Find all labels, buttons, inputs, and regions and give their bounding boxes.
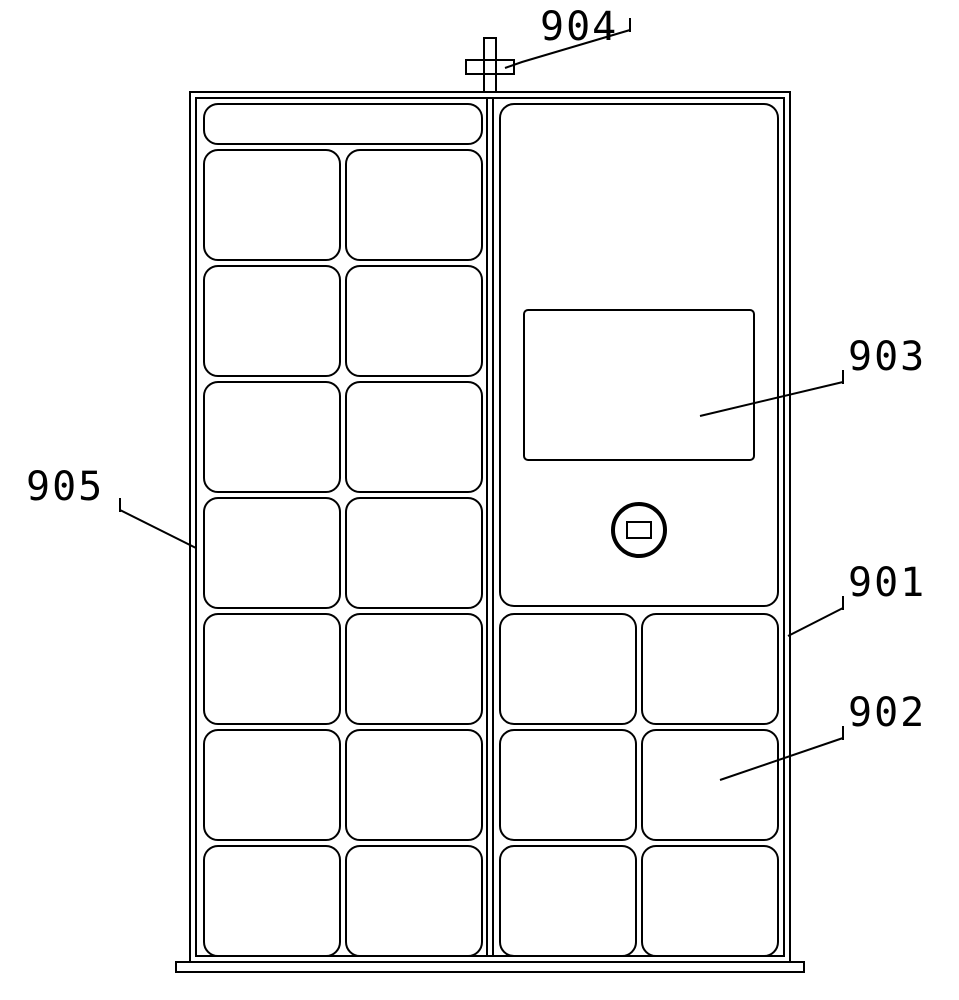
left-cell-r3-c1 [346,498,482,608]
cabinet-outer [190,92,790,962]
left-cell-r1-c1 [346,266,482,376]
right-cell-r1-c1 [642,730,778,840]
label-903: 903 [848,334,926,380]
left-cell-r2-c1 [346,382,482,492]
right-cell-r0-c0 [500,614,636,724]
label-904: 904 [540,4,618,50]
label-902: 902 [848,690,926,736]
dial-outer [613,504,665,556]
left-cell-r6-c0 [204,846,340,956]
left-cell-r4-c1 [346,614,482,724]
left-cell-r3-c0 [204,498,340,608]
left-cell-r0-c0 [204,150,340,260]
screen [524,310,754,460]
label-905: 905 [26,464,104,510]
leader-903 [700,382,843,416]
leader-905 [120,510,196,548]
left-cell-r1-c0 [204,266,340,376]
right-big-panel [500,104,778,606]
right-cell-r1-c0 [500,730,636,840]
leader-902 [720,738,843,780]
right-cell-r0-c1 [642,614,778,724]
left-cell-r5-c0 [204,730,340,840]
label-901: 901 [848,560,926,606]
leader-901 [788,608,843,636]
cabinet-inner [196,98,784,956]
left-cell-r5-c1 [346,730,482,840]
cabinet-base [176,962,804,972]
dial-inner [627,522,651,538]
connector-post [484,38,496,92]
left-cell-r6-c1 [346,846,482,956]
right-cell-r2-c1 [642,846,778,956]
left-cell-r2-c0 [204,382,340,492]
left-top-bar [204,104,482,144]
left-cell-r0-c1 [346,150,482,260]
left-cell-r4-c0 [204,614,340,724]
right-cell-r2-c0 [500,846,636,956]
